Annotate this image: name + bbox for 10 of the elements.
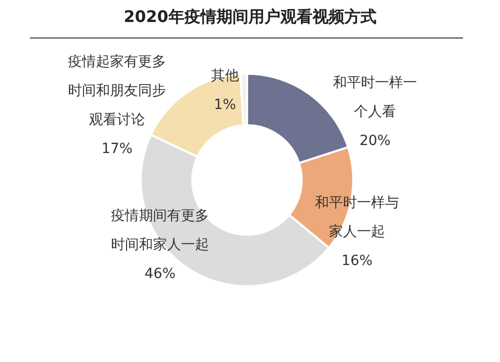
data-label: 1% (214, 97, 236, 113)
slice-label: 其他 (211, 68, 239, 84)
chart-title: 2020年疫情期间用户观看视频方式 (124, 7, 376, 26)
data-label: 16% (341, 253, 373, 269)
slice-label: 和平时一样一个人看 (333, 75, 417, 120)
slice-label: 疫情起家有更多时间和朋友同步观看讨论 (68, 54, 166, 128)
data-label: 17% (101, 141, 133, 157)
data-label: 46% (144, 266, 176, 282)
slice-label: 疫情期间有更多时间和家人一起 (111, 208, 209, 253)
data-label: 20% (359, 133, 391, 149)
